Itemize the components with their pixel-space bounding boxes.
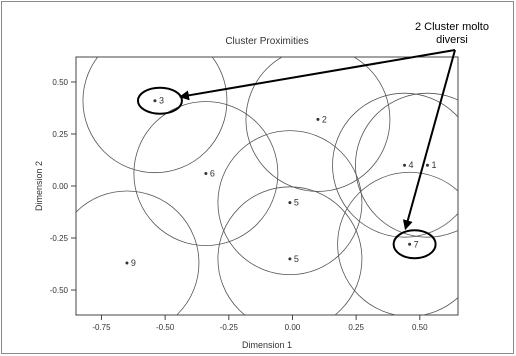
annotation-arrow [178, 49, 456, 101]
y-tick-label: 0.50 [52, 78, 68, 87]
cluster-point [288, 257, 292, 261]
y-tick-label: -0.50 [50, 286, 69, 295]
cluster-point-label: 3 [159, 96, 164, 106]
cluster-point-label: 7 [414, 239, 419, 249]
x-axis-label: Dimension 1 [242, 340, 292, 350]
proximity-circle [217, 130, 363, 276]
x-tick-label: -0.25 [220, 323, 239, 332]
y-tick-label: 0.25 [52, 130, 68, 139]
cluster-point [408, 242, 412, 246]
proximity-circle [217, 186, 363, 315]
x-tick-label: 0.25 [348, 323, 364, 332]
chart-title: Cluster Proximities [225, 36, 308, 47]
proximity-circle [355, 92, 458, 238]
highlight-ellipse [392, 229, 437, 260]
cluster-point [204, 172, 208, 176]
highlight-ellipse [136, 86, 183, 115]
proximity-circle [332, 92, 458, 238]
cluster-point-label: 5 [294, 198, 299, 208]
x-tick-label: -0.50 [156, 323, 175, 332]
proximity-circle [245, 57, 391, 192]
cluster-point [403, 163, 407, 167]
x-axis: -0.75 -0.50 -0.25 0.00 0.25 0.50 [92, 315, 428, 332]
cluster-point-label: 5 [294, 254, 299, 264]
cluster-point [125, 261, 129, 265]
annotation-arrow [402, 49, 456, 231]
annotation-text-line1: 2 Cluster molto [415, 21, 489, 33]
proximity-circle [76, 190, 200, 315]
cluster-point-label: 6 [210, 169, 215, 179]
cluster-point [425, 163, 429, 167]
y-tick-label: -0.25 [50, 234, 69, 243]
y-axis: 0.50 0.25 0.00 -0.25 -0.50 [50, 78, 76, 295]
proximity-circle [133, 101, 279, 246]
cluster-point [288, 201, 292, 205]
y-tick-label: 0.00 [52, 182, 68, 191]
x-tick-label: 0.50 [412, 323, 428, 332]
x-tick-label: 0.00 [285, 323, 301, 332]
cluster-point [153, 99, 157, 103]
cluster-point-label: 2 [322, 114, 327, 124]
cluster-point-label: 9 [131, 258, 136, 268]
annotation-group: 2 Cluster molto diversi [136, 21, 489, 260]
proximity-circles [76, 57, 458, 315]
y-axis-label: Dimension 2 [34, 161, 44, 211]
cluster-point [316, 117, 320, 121]
proximity-circle [337, 171, 458, 315]
annotation-text-line2: diversi [436, 34, 468, 46]
cluster-point-label: 4 [409, 160, 414, 170]
proximity-circle [82, 57, 228, 174]
cluster-point-label: 1 [431, 160, 436, 170]
x-tick-label: -0.75 [92, 323, 111, 332]
plot-area [75, 56, 459, 316]
cluster-points: 1 2 3 4 5 5 6 7 9 [125, 96, 436, 268]
